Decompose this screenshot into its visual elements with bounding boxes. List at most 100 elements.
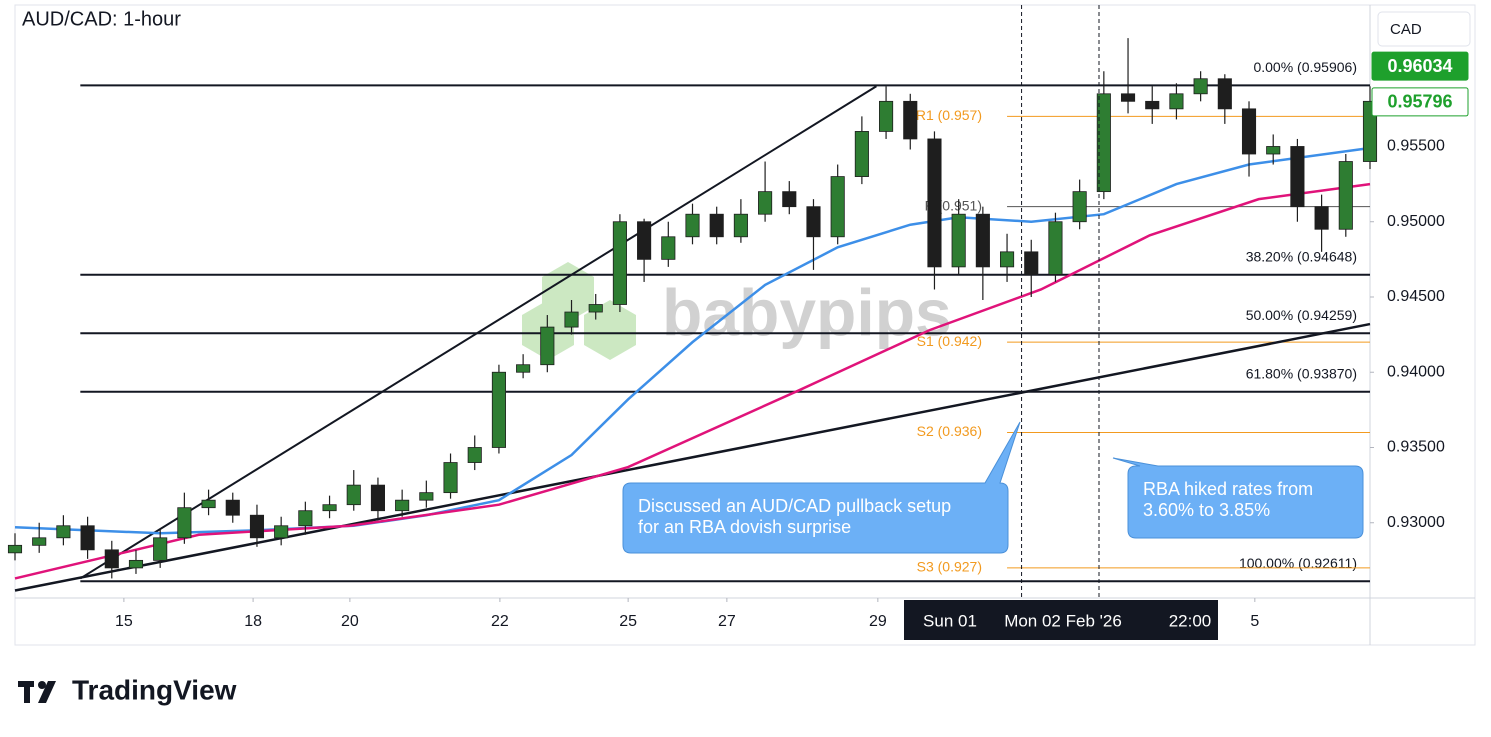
candle-body [225,499,240,516]
callout-text: RBA hiked rates from [1143,479,1313,499]
x-tick-label: 5 [1250,613,1259,630]
candle-body [588,304,603,313]
watermark-hex [584,300,636,360]
x-tick-label: 29 [869,613,887,630]
candle-body [322,504,337,512]
candle-body [7,544,23,554]
y-tick-label: 0.95500 [1387,138,1445,155]
callout-text: for an RBA dovish surprise [638,517,851,537]
candle-body [1096,93,1111,193]
candle-body [758,191,773,215]
crosshair-box [904,600,1218,640]
price-tag-label: 0.96034 [1387,56,1452,76]
candle-body [419,492,434,501]
candle-body [249,514,265,539]
candle-body [395,499,410,512]
candle-body [879,100,894,132]
candle-body [177,507,192,539]
candle-body [491,371,506,448]
pivot-label: S1 (0.942) [917,333,982,349]
candle-body [298,510,313,527]
candle-body [128,559,144,569]
candle-body [951,213,966,268]
x-tick-label: 25 [619,613,637,630]
x-tick-label: 15 [115,613,133,630]
callout-box [1112,457,1364,539]
x-tick-label: 27 [718,613,736,630]
candle-body [56,525,71,539]
candle-body [661,236,676,260]
candle-body [806,206,821,238]
candle-body [1362,100,1378,162]
y-tick-label: 0.93500 [1387,439,1445,456]
fib-label: 100.00% (0.92611) [1239,555,1357,571]
candle-body [1193,78,1208,95]
candle-body [709,213,724,238]
candle-body [1169,93,1184,110]
candle-body [1241,108,1257,155]
candle-body [1024,251,1039,275]
fib-label: 61.80% (0.93870) [1246,366,1357,382]
candle-body [1338,161,1353,230]
callout-text: Discussed an AUD/CAD pullback setup [638,496,951,516]
x-tick-label: 20 [341,613,359,630]
brand-logo: TradingView [18,674,237,705]
candle-body [999,251,1015,268]
candle-body [637,221,652,260]
chart-frame [14,4,1476,646]
candle-body [1314,206,1329,230]
candle-body [1145,100,1160,110]
trendline [79,85,877,580]
candle-body [564,311,579,328]
x-tick-label: 22 [491,613,509,630]
callout-text: 3.60% to 3.85% [1143,500,1270,520]
callout-box [622,421,1021,554]
candle-body [80,525,95,551]
watermark-hex [542,262,594,322]
fib-label: 38.20% (0.94648) [1246,248,1357,264]
unit-label: CAD [1390,21,1422,38]
x-tick-label: 18 [244,613,262,630]
y-tick-label: 0.93000 [1387,514,1445,531]
candle-body [782,191,797,208]
candle-body [733,213,748,238]
candle-body [903,100,918,140]
watermark: babypips [522,262,952,360]
pivot-label: S2 (0.936) [917,423,982,439]
candle-body [274,525,289,539]
price-tag [1371,87,1469,117]
candle-body [370,484,386,512]
price-tag-label: 0.95796 [1387,92,1452,112]
candle-body [32,537,47,546]
candle-body [1120,93,1136,102]
candle-body [612,221,627,305]
candle-body [467,447,482,463]
logo-shape [24,681,30,703]
candle-body [104,549,119,569]
y-tick-label: 0.94500 [1387,288,1445,305]
pivot-label: S3 (0.927) [917,559,982,575]
unit-box [1377,11,1471,47]
candle-body [1048,221,1063,275]
candle-body [1266,146,1281,155]
candle-body [153,537,168,561]
logo-shape [38,681,46,689]
candle-body [854,131,869,177]
candle-body [1217,78,1232,110]
candle-body [830,176,845,238]
candle-body [516,364,531,373]
y-tick-label: 0.95000 [1387,213,1445,230]
candle-body [927,138,942,268]
chart-title: AUD/CAD: 1-hour [22,8,181,30]
pivot-label: R1 (0.957) [916,107,982,123]
candle-body [975,213,990,268]
candle-body [685,213,700,238]
brand: TradingView [72,674,237,705]
trendline [14,322,1371,592]
price-tag [1371,51,1469,81]
y-tick-label: 0.94000 [1387,363,1445,380]
crosshair-label: Mon 02 Feb '26 [1004,611,1122,630]
crosshair-label: 22:00 [1169,611,1212,630]
